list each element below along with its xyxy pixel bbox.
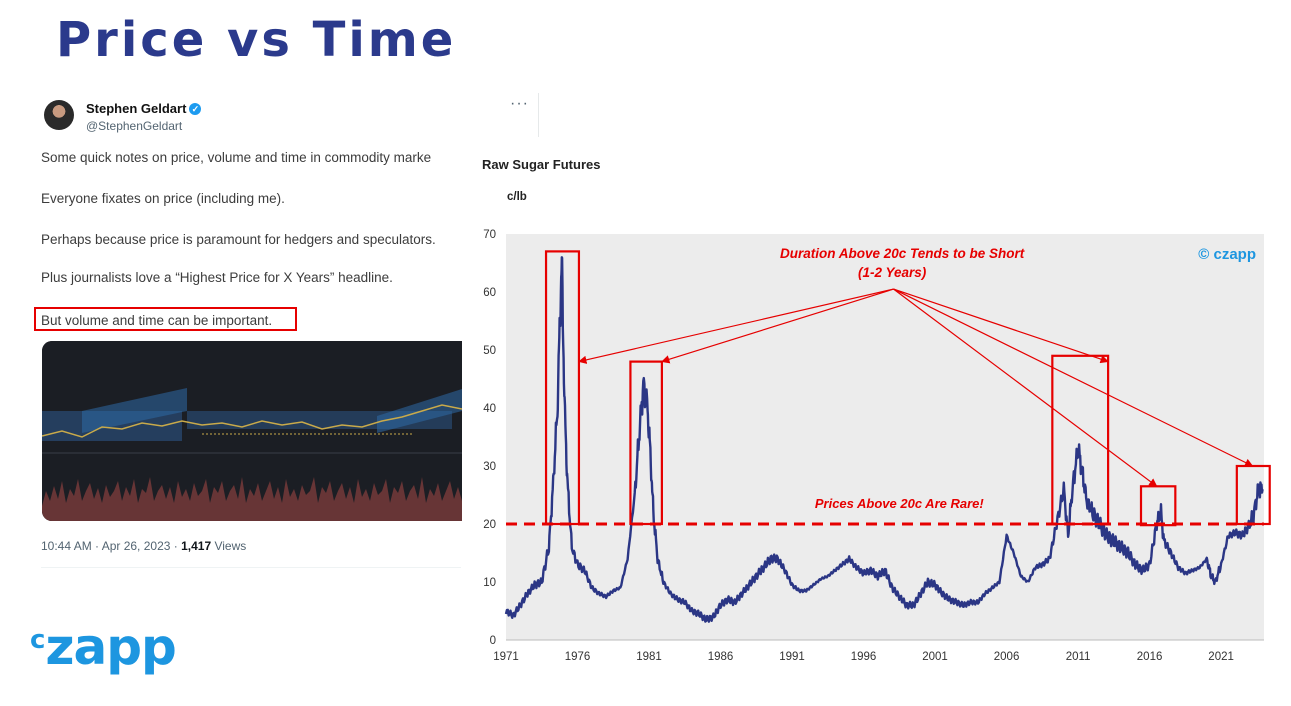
- annotation-title: Duration Above 20c Tends to be Short: [780, 246, 1025, 261]
- chart-title: Raw Sugar Futures: [482, 157, 601, 172]
- logo-text: zapp: [45, 618, 176, 676]
- separator: [538, 93, 539, 137]
- y-tick-label: 70: [483, 229, 496, 241]
- annotation-arrow: [893, 288, 1158, 487]
- views-count: 1,417: [181, 539, 212, 553]
- views-label: Views: [214, 539, 247, 553]
- verified-badge-icon: ✓: [189, 103, 202, 115]
- tweet-text-line: Perhaps because price is paramount for h…: [41, 232, 436, 247]
- tweet-text-line: Everyone fixates on price (including me)…: [41, 191, 285, 206]
- annotation-arrow: [578, 288, 894, 364]
- tweet-author[interactable]: Stephen Geldart ✓: [86, 101, 202, 116]
- annotation-arrow: [661, 288, 894, 364]
- y-tick-label: 40: [483, 403, 496, 415]
- annotation-arrow: [893, 288, 1254, 467]
- author-name-text: Stephen Geldart: [86, 101, 187, 116]
- highlight-box: [34, 307, 297, 331]
- y-tick-label: 20: [483, 519, 496, 531]
- x-tick-label: 1991: [779, 651, 805, 663]
- tweet-text-line: Some quick notes on price, volume and ti…: [41, 150, 432, 165]
- trading-chart-thumbnail: [42, 341, 462, 521]
- more-options-icon[interactable]: ···: [510, 95, 529, 112]
- x-tick-label: 1971: [493, 651, 519, 663]
- tweet-card: Stephen Geldart ✓ @StephenGeldart ··· Som…: [34, 93, 539, 568]
- y-tick-label: 50: [483, 345, 496, 357]
- x-tick-label: 2006: [994, 651, 1020, 663]
- annotation-subtitle: (1-2 Years): [858, 265, 927, 280]
- slide-title: Price vs Time: [56, 12, 457, 68]
- czapp-watermark: © czapp: [1198, 246, 1256, 263]
- series-line: [504, 256, 1264, 623]
- x-tick-label: 1996: [851, 651, 877, 663]
- tweet-handle[interactable]: @StephenGeldart: [86, 119, 183, 133]
- y-axis-unit: c/lb: [507, 191, 527, 203]
- x-tick-label: 1981: [636, 651, 662, 663]
- annotation-arrow: [893, 288, 1109, 364]
- tweet-text-line: Plus journalists love a “Highest Price f…: [41, 270, 393, 285]
- tweet-chart-image[interactable]: [42, 341, 462, 521]
- x-tick-label: 1976: [565, 651, 591, 663]
- y-tick-label: 30: [483, 461, 496, 473]
- x-tick-label: 2016: [1137, 651, 1163, 663]
- x-tick-label: 2011: [1066, 651, 1091, 663]
- highlight-period-box: [629, 360, 663, 526]
- tweet-meta: 10:44 AM · Apr 26, 2023 · 1,417 Views: [41, 539, 246, 553]
- avatar[interactable]: [44, 100, 74, 130]
- tweet-text-line: But volume and time can be important.: [41, 313, 273, 328]
- divider: [41, 567, 461, 568]
- czapp-logo: czapp: [30, 618, 177, 676]
- highlight-period-box: [1139, 485, 1177, 527]
- highlight-period-box: [544, 250, 581, 526]
- highlight-period-box: [1051, 354, 1110, 526]
- tweet-timestamp[interactable]: 10:44 AM · Apr 26, 2023 ·: [41, 539, 182, 553]
- y-tick-label: 0: [490, 635, 496, 647]
- x-tick-label: 1986: [708, 651, 734, 663]
- x-tick-label: 2001: [922, 651, 948, 663]
- logo-c: c: [30, 625, 46, 655]
- y-tick-label: 60: [483, 287, 496, 299]
- sugar-price-chart: 0 10 20 30 40 50 60 70 1971 1976 1981 1986 1991 1996…: [483, 229, 1271, 663]
- threshold-label: Prices Above 20c Are Rare!: [815, 496, 985, 511]
- x-tick-label: 2021: [1208, 651, 1234, 663]
- y-tick-label: 10: [483, 577, 496, 589]
- plot-area: [506, 234, 1264, 640]
